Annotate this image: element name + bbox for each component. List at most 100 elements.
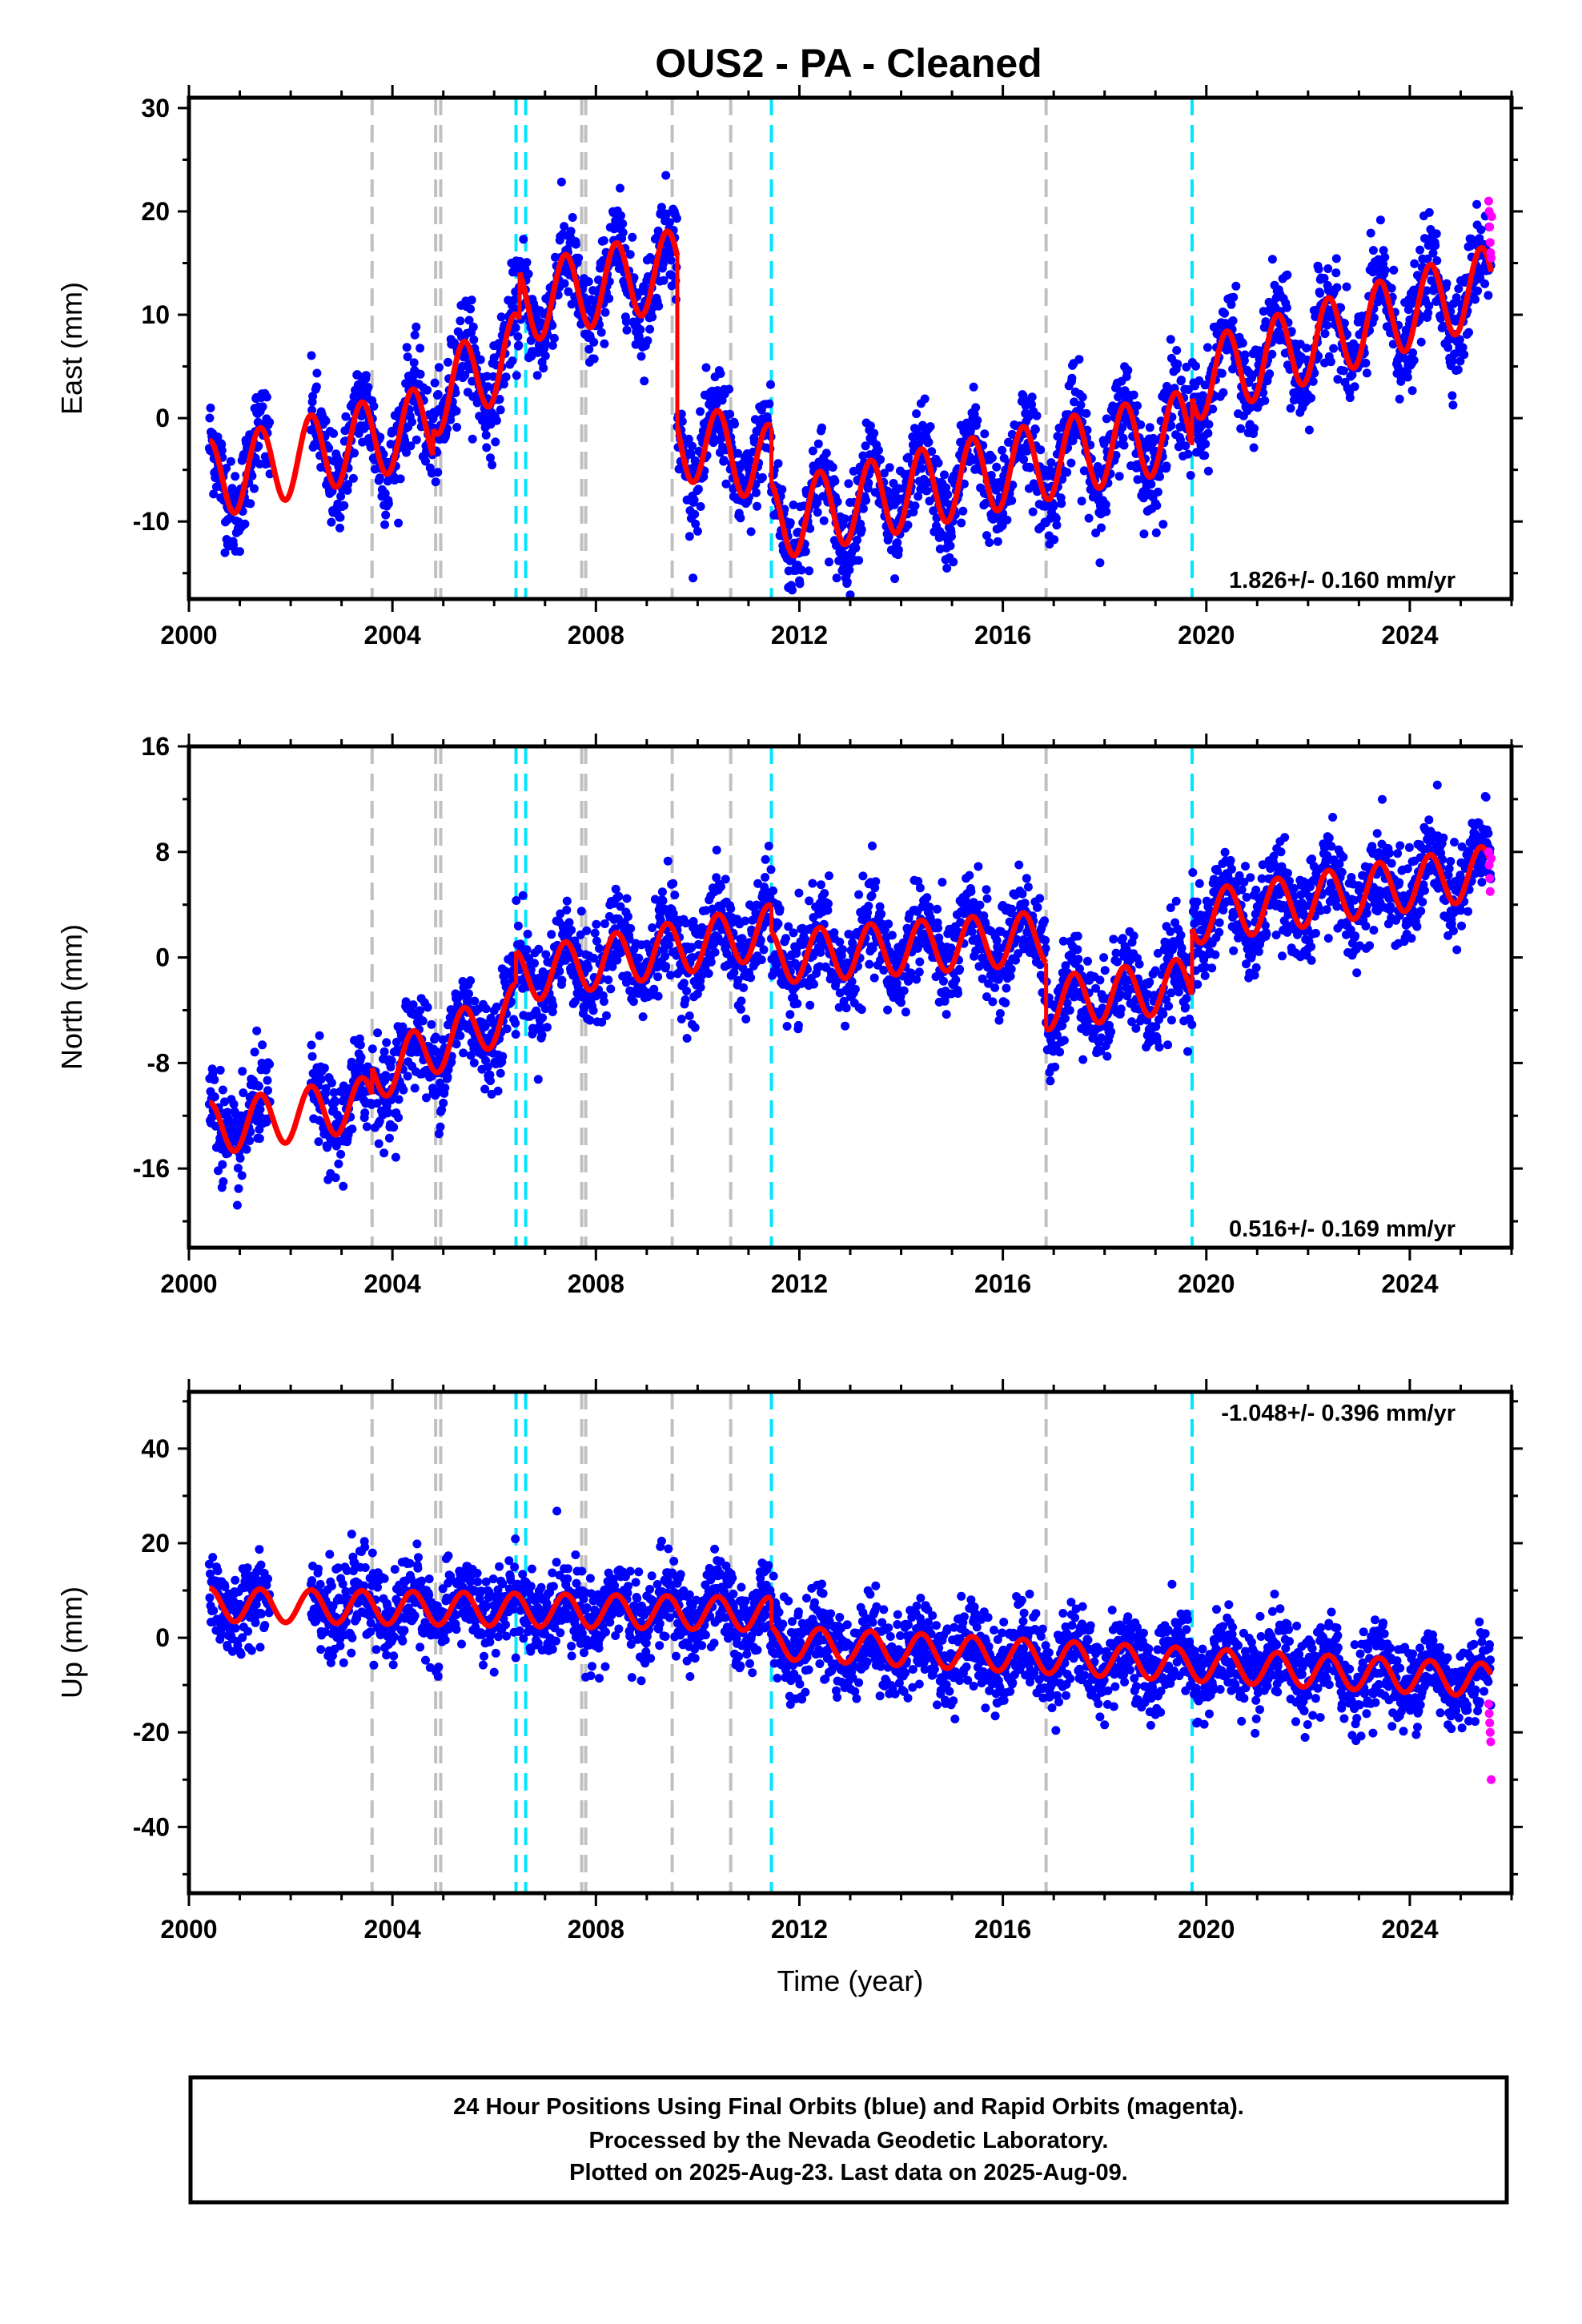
final-orbit-point — [933, 904, 942, 914]
final-orbit-point — [522, 945, 532, 955]
final-orbit-point — [949, 557, 958, 567]
final-orbit-point — [1002, 515, 1012, 525]
final-orbit-point — [1410, 259, 1419, 268]
final-orbit-point — [847, 977, 857, 987]
final-orbit-point — [235, 547, 244, 557]
final-orbit-point — [659, 275, 669, 285]
final-orbit-point — [664, 940, 673, 950]
final-orbit-point — [1250, 424, 1259, 433]
final-orbit-point — [1061, 1014, 1070, 1023]
final-orbit-point — [865, 421, 875, 431]
final-orbit-point — [483, 1062, 492, 1072]
final-orbit-point — [710, 947, 720, 957]
final-orbit-point — [808, 446, 817, 456]
final-orbit-point — [854, 556, 864, 565]
final-orbit-point — [915, 957, 925, 967]
model-segment — [207, 386, 436, 516]
final-orbit-point — [592, 936, 601, 946]
final-orbit-point — [618, 227, 628, 237]
final-orbit-point — [1366, 228, 1375, 238]
final-orbit-point — [817, 880, 825, 890]
x-tick-label: 2004 — [364, 621, 421, 649]
final-orbit-point — [1183, 449, 1193, 459]
final-orbit-point — [492, 1002, 501, 1011]
final-orbit-point — [360, 1108, 370, 1118]
final-orbit-point — [653, 991, 663, 1001]
final-orbit-point — [661, 951, 670, 961]
final-orbit-point — [1420, 234, 1429, 243]
final-orbit-point — [362, 1122, 371, 1132]
final-orbit-point — [556, 177, 566, 187]
final-orbit-point — [423, 385, 432, 395]
final-orbit-point — [217, 445, 227, 455]
final-orbit-point — [1415, 245, 1425, 255]
final-orbit-point — [1315, 288, 1325, 298]
final-orbit-point — [927, 447, 937, 456]
final-orbit-point — [985, 538, 994, 547]
final-orbit-point — [1219, 388, 1228, 397]
final-orbit-point — [934, 923, 943, 933]
final-orbit-point — [839, 996, 849, 1006]
final-orbit-point — [403, 1072, 412, 1081]
final-orbit-point — [1011, 955, 1020, 965]
final-orbit-point — [1035, 894, 1045, 903]
final-orbit-point — [235, 1153, 245, 1163]
final-orbit-point — [416, 344, 425, 353]
final-orbit-point — [672, 214, 681, 223]
final-orbit-point — [736, 1004, 745, 1014]
final-orbit-point — [1006, 964, 1016, 974]
final-orbit-point — [717, 882, 725, 891]
final-orbit-point — [582, 926, 592, 935]
final-orbit-point — [250, 1047, 259, 1057]
final-orbit-point — [431, 1032, 440, 1042]
final-orbit-point — [1182, 362, 1191, 372]
final-orbit-point — [480, 1022, 490, 1031]
final-orbit-point — [696, 983, 705, 992]
final-orbit-point — [832, 573, 841, 583]
chart-title: OUS2 - PA - Cleaned — [655, 41, 1042, 86]
final-orbit-point — [893, 545, 903, 555]
final-orbit-point — [560, 279, 569, 288]
final-orbit-point — [570, 997, 580, 1007]
final-orbit-point — [666, 971, 675, 980]
final-orbit-point — [410, 330, 420, 340]
final-orbit-point — [1452, 293, 1461, 303]
final-orbit-point — [769, 886, 778, 895]
final-orbit-point — [555, 967, 564, 976]
final-orbit-point — [254, 1081, 263, 1091]
east-rate-label: 1.826+/- 0.160 mm/yr — [1229, 568, 1456, 593]
final-orbit-point — [737, 996, 746, 1006]
final-orbit-point — [704, 969, 713, 979]
final-orbit-point — [1084, 513, 1094, 523]
final-orbit-point — [372, 1099, 382, 1108]
final-orbit-point — [1002, 983, 1011, 993]
final-orbit-point — [1026, 463, 1034, 472]
final-orbit-point — [211, 473, 220, 482]
final-orbit-point — [716, 369, 725, 378]
final-orbit-point — [682, 987, 692, 995]
final-orbit-point — [1173, 360, 1182, 369]
final-orbit-point — [1464, 328, 1473, 337]
final-orbit-point — [987, 453, 997, 463]
final-orbit-point — [869, 973, 879, 983]
final-orbit-point — [250, 484, 259, 493]
final-orbit-point — [903, 521, 913, 530]
final-orbit-point — [519, 235, 528, 244]
final-orbit-point — [589, 354, 599, 364]
final-orbit-point — [1155, 472, 1164, 481]
rapid-orbit-point — [1484, 196, 1493, 206]
final-orbit-point — [864, 901, 873, 911]
final-orbit-point — [427, 1019, 436, 1029]
final-orbit-point — [696, 407, 705, 416]
final-orbit-point — [756, 935, 765, 945]
final-orbit-point — [1091, 529, 1101, 537]
final-orbit-point — [686, 449, 696, 459]
final-orbit-point — [1052, 521, 1062, 530]
final-orbit-point — [410, 1084, 420, 1093]
final-orbit-point — [1139, 529, 1149, 539]
final-orbit-point — [599, 236, 608, 245]
final-orbit-point — [412, 322, 421, 332]
final-orbit-point — [1368, 246, 1378, 255]
final-orbit-point — [984, 979, 994, 988]
